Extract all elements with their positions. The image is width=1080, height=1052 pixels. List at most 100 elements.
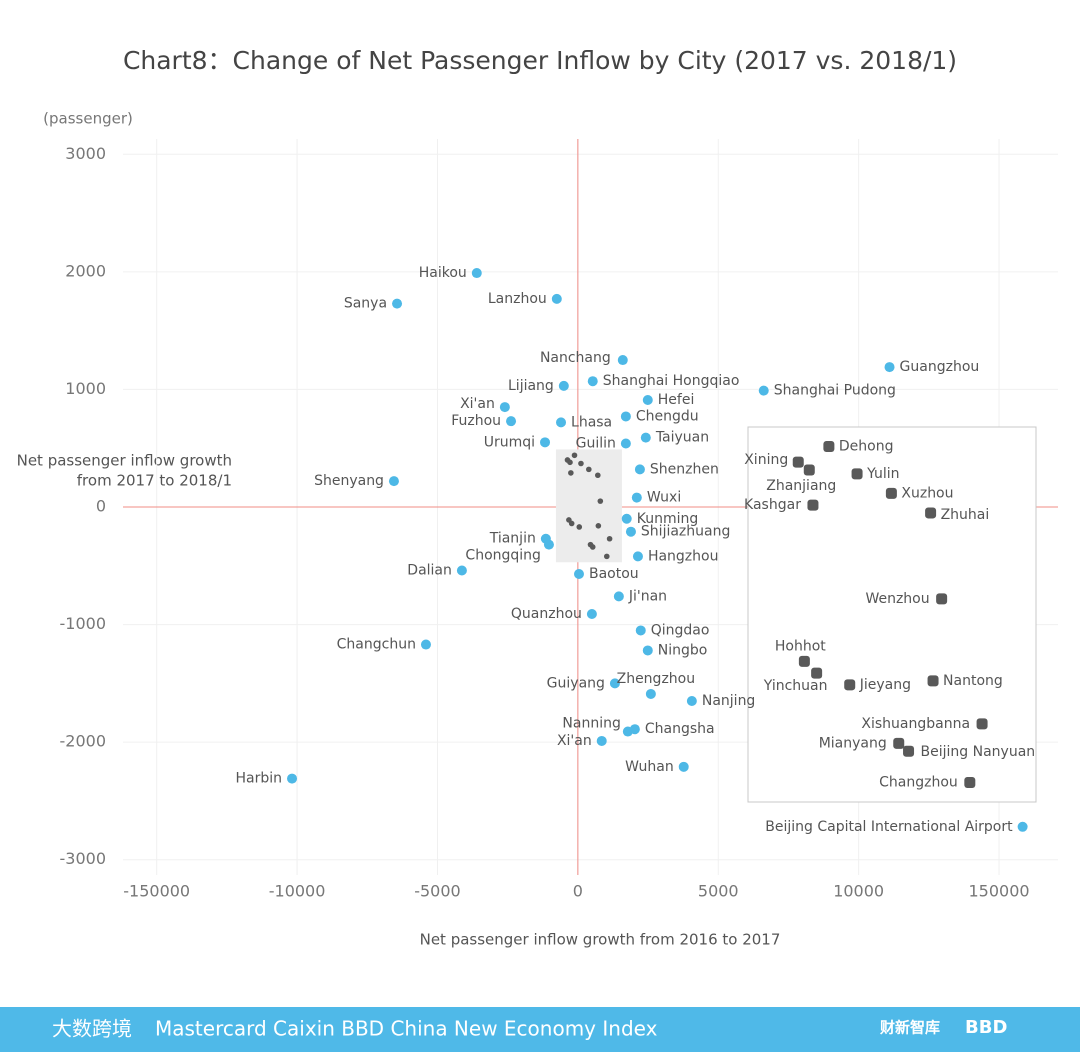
y-unit: (passenger) [43,110,133,128]
point-label: Zhuhai [941,507,990,523]
point-label: Shanghai Pudong [774,383,896,399]
point [606,535,613,542]
y-axis-label: Net passenger inflow growth [17,452,232,470]
x-tick-label: 0 [573,882,583,901]
point [625,526,636,537]
point [578,460,584,467]
inset-point [885,487,897,499]
point [568,520,575,527]
point-label: Sanya [344,296,387,312]
point [392,298,403,309]
point-label: Zhengzhou [617,671,696,687]
point-label: Haikou [419,265,467,281]
point-label: Wenzhou [865,591,929,607]
y-axis-label: from 2017 to 2018/1 [77,472,232,490]
point [456,565,467,576]
point-label: Guiyang [547,675,605,691]
footer-text: Mastercard Caixin BBD China New Economy … [155,1017,658,1041]
point-label: Chengdu [636,408,699,424]
x-tick-label: -150000 [123,882,190,901]
point-label: Hangzhou [648,548,719,564]
point-label: Changchun [337,637,416,653]
point [543,539,554,550]
y-tick-label: 1000 [65,379,106,398]
point-label: Shenzhen [650,461,719,477]
point [620,411,631,422]
point-label: Nanning [562,716,620,732]
point [287,773,298,784]
point [640,432,651,443]
point [595,523,602,529]
point [678,761,689,772]
inset-point [903,745,915,757]
point [571,452,578,459]
point-label: Wuhan [625,759,674,775]
point [609,678,620,689]
point-label: Beijing Capital International Airport [765,819,1013,835]
inset-point [927,675,939,687]
point-label: Tianjin [489,531,536,547]
point-label: Mianyang [819,735,887,751]
point [632,551,643,562]
point [686,695,697,706]
inset-point [807,499,819,511]
y-tick-label: 2000 [65,261,106,280]
point [620,438,631,449]
point-label: Beijing Nanyuan [921,744,1036,760]
point-label: Lanzhou [488,291,547,307]
point [635,625,646,636]
point-label: Jieyang [859,677,911,693]
point-label: Yinchuan [763,678,828,694]
chart-title: Chart8：Change of Net Passenger Inflow by… [123,46,957,75]
point [587,376,598,387]
point-label: Changzhou [879,774,958,790]
point-label: Harbin [236,771,283,787]
point-label: Qingdao [651,622,710,638]
point-label: Fuzhou [451,413,501,429]
point [420,639,431,650]
point [556,417,567,428]
inset-point [936,593,948,605]
inset-point [803,464,815,476]
point-label: Urumqi [484,434,535,450]
point [567,459,573,466]
point-label: Nantong [943,673,1003,689]
point-label: Shijiazhuang [641,524,730,540]
point [621,513,632,524]
point-label: Changsha [645,721,715,737]
point [506,416,517,427]
inset-point [844,679,856,691]
point-label: Xishuangbanna [861,716,970,732]
inset-point [893,737,905,749]
point-label: Baotou [589,566,639,582]
point [617,355,628,366]
footer-bar [0,1007,1080,1052]
inset-point [798,655,810,667]
inset-point [792,456,804,468]
footer-logo: 大数跨境 [52,1017,132,1041]
point [573,569,584,580]
point [589,544,596,550]
x-tick-label: -10000 [269,882,326,901]
point-label: Zhanjiang [766,478,836,494]
point [884,362,895,373]
inset-point [976,718,988,730]
point [642,395,653,406]
inset-point [823,441,835,453]
point-label: Dalian [407,562,452,578]
y-tick-label: 0 [96,497,106,516]
point [595,472,601,479]
point-label: Yulin [866,466,899,482]
point-label: Hohhot [775,638,826,654]
point [596,735,607,746]
point-label: Lhasa [571,414,612,430]
point [540,437,551,448]
point [613,591,624,602]
y-tick-label: -3000 [60,849,107,868]
point [388,476,399,487]
point [645,688,656,699]
point-label: Ningbo [658,642,708,658]
x-tick-label: 5000 [698,882,739,901]
